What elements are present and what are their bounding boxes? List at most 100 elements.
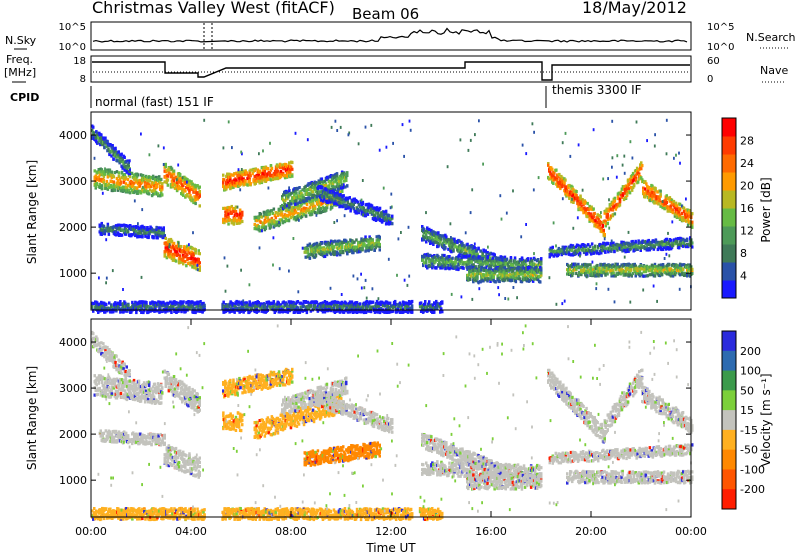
echo-cell xyxy=(568,196,571,200)
echo-cell xyxy=(106,173,110,177)
echo-cell xyxy=(249,174,252,178)
echo-cell xyxy=(632,183,636,187)
echo-cell xyxy=(111,146,114,150)
echo-cell xyxy=(163,253,166,257)
echo-cell xyxy=(198,204,201,208)
echo-cell xyxy=(170,239,174,243)
echo-cell xyxy=(152,176,156,180)
echo-cell xyxy=(102,181,106,185)
echo-cell xyxy=(170,179,174,183)
noise-sky-trace xyxy=(92,27,688,43)
echo-cell xyxy=(197,257,200,261)
echo-cell xyxy=(146,230,149,234)
echo-cell xyxy=(275,164,279,168)
echo-cell xyxy=(187,250,190,255)
echo-cell xyxy=(157,226,160,230)
echo-cell xyxy=(182,183,185,188)
echo-cell xyxy=(338,201,341,205)
echo-cell xyxy=(111,144,114,148)
echo-cell xyxy=(246,176,249,181)
echo-cell xyxy=(175,250,179,254)
echo-cell xyxy=(678,208,682,212)
echo-cell xyxy=(511,268,515,272)
echo-cell xyxy=(180,181,183,185)
echo-cell xyxy=(147,192,151,196)
echo-cell xyxy=(118,177,122,181)
echo-cell xyxy=(132,228,135,232)
echo-cell xyxy=(188,183,191,188)
echo-cell xyxy=(105,179,109,184)
echo-cell xyxy=(243,182,246,186)
echo-cell xyxy=(195,195,198,199)
echo-cell xyxy=(159,184,162,188)
echo-cell xyxy=(225,185,228,189)
echo-cell xyxy=(586,201,589,206)
echo-cell xyxy=(120,233,124,237)
echo-cell xyxy=(186,244,189,248)
echo-cell xyxy=(282,167,286,171)
echo-cell xyxy=(149,176,153,180)
echo-cell xyxy=(126,177,130,182)
echo-cell xyxy=(129,186,133,190)
echo-cell xyxy=(93,131,96,135)
echo-cell xyxy=(291,160,294,165)
echo-cell xyxy=(180,260,183,264)
echo-cell xyxy=(128,191,132,195)
echo-cell xyxy=(155,181,158,185)
echo-cell xyxy=(241,219,244,224)
echo-cell xyxy=(104,186,108,190)
echo-cell xyxy=(601,223,604,227)
echo-cell xyxy=(265,174,269,178)
echo-cell xyxy=(100,168,104,172)
echo-cell xyxy=(182,259,185,263)
echo-cell xyxy=(198,194,201,198)
echo-cell xyxy=(230,184,233,188)
echo-cell xyxy=(346,173,349,177)
echo-cell xyxy=(312,193,315,197)
echo-cell xyxy=(170,167,174,171)
echo-cell xyxy=(159,226,162,230)
echo-cell xyxy=(488,267,491,271)
echo-cell xyxy=(141,224,144,228)
echo-cell xyxy=(138,178,142,183)
echo-cell xyxy=(176,252,180,257)
nave-label: Nave xyxy=(760,64,788,77)
echo-cell xyxy=(239,182,242,186)
echo-cell xyxy=(166,246,170,250)
echo-cell xyxy=(425,261,428,265)
echo-cell xyxy=(222,183,225,187)
echo-cell xyxy=(114,233,118,237)
echo-cell xyxy=(476,276,479,281)
echo-cell xyxy=(152,235,155,239)
echo-cell xyxy=(166,242,170,246)
echo-cell xyxy=(102,224,106,228)
echo-cell xyxy=(166,183,170,187)
echo-cell xyxy=(95,137,98,141)
echo-cell xyxy=(174,259,178,263)
cpid-strip: CPID normal (fast) 151 IF themis 3300 IF xyxy=(10,83,642,109)
echo-cell xyxy=(124,182,128,186)
echo-cell xyxy=(249,168,252,172)
echo-cell xyxy=(126,230,130,234)
echo-cell xyxy=(320,241,324,245)
echo-cell xyxy=(227,180,230,184)
echo-cell xyxy=(251,172,254,176)
echo-cell xyxy=(123,155,126,159)
echo-cell xyxy=(196,192,199,196)
echo-cell xyxy=(164,246,167,250)
echo-cell xyxy=(123,168,126,172)
echo-cell xyxy=(167,238,171,242)
noise-left-label: N.Sky xyxy=(5,34,37,47)
echo-cell xyxy=(126,166,129,170)
echo-cell xyxy=(185,264,188,268)
freq-right-tick-top: 60 xyxy=(707,56,720,67)
echo-cell xyxy=(634,239,637,243)
echo-cell xyxy=(109,149,112,153)
echo-cell xyxy=(116,231,120,235)
echo-cell xyxy=(284,168,288,172)
echo-cell xyxy=(269,178,273,182)
echo-cell xyxy=(133,186,137,190)
echo-cell xyxy=(384,209,388,213)
echo-cell xyxy=(165,180,169,185)
